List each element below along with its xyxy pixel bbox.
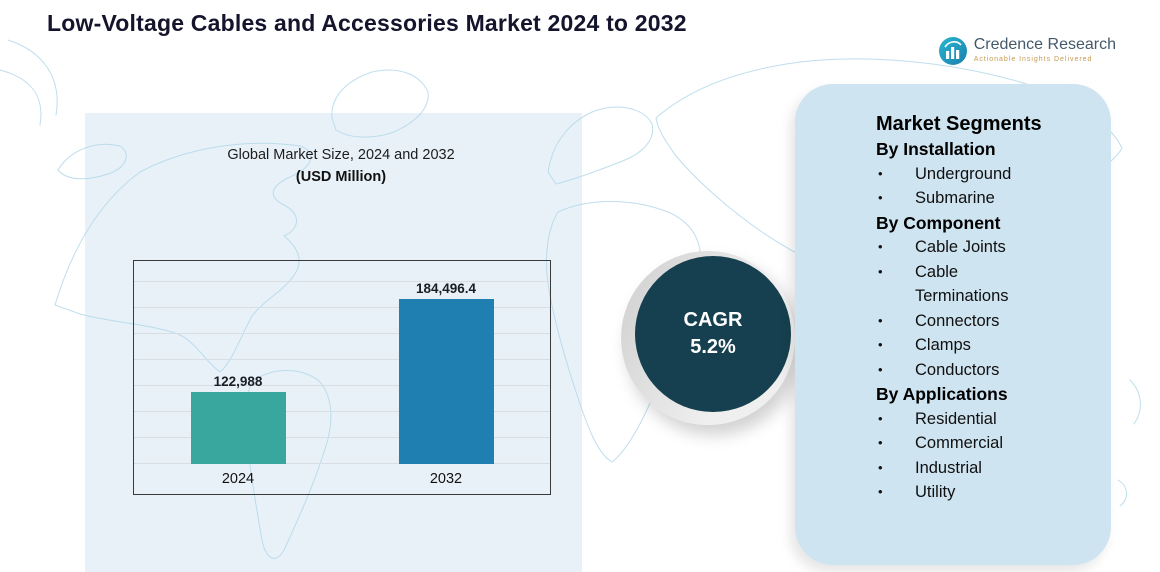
bullet-icon: •	[878, 312, 883, 328]
bullet-icon: •	[878, 410, 883, 426]
segment-item: • Clamps	[876, 333, 1083, 358]
bullet-icon: •	[878, 435, 883, 450]
segment-item-label: Industrial	[915, 458, 982, 477]
bar-2032	[398, 299, 494, 464]
bullet-icon: •	[878, 459, 883, 475]
bar-2024	[190, 391, 286, 464]
segment-item-label: Submarine	[915, 189, 995, 207]
bar-chart: 122,988 184,496.4 2024 2032	[133, 260, 551, 495]
segment-item-label: Utility	[915, 483, 956, 501]
bar-group: 122,988	[190, 373, 286, 464]
credence-logo-icon	[938, 37, 967, 65]
cagr-value: 5.2%	[690, 336, 736, 358]
cagr-circle: CAGR 5.2%	[635, 256, 791, 412]
segment-group-heading: By Installation	[876, 139, 996, 159]
chart-title: Global Market Size, 2024 and 2032	[227, 147, 455, 163]
segment-item: • Connectors	[876, 309, 1083, 334]
segment-item: • Cable Joints	[876, 235, 1083, 260]
chart-x-axis: 2024 2032	[134, 464, 550, 494]
segment-item-label: Cable Joints	[915, 238, 1006, 256]
segment-item-label: Clamps	[915, 336, 971, 354]
x-axis-label: 2032	[429, 471, 463, 487]
segment-item-label: Cable Terminations	[915, 262, 1009, 306]
logo-text: Credence Research Actionable Insights De…	[974, 36, 1116, 63]
credence-logo: Credence Research Actionable Insights De…	[938, 36, 1116, 66]
segment-item: • Industrial	[876, 456, 1083, 481]
segments-title: Market Segments	[876, 113, 1042, 135]
segment-groups: By Installation • Underground • Submarine By …	[876, 137, 1083, 505]
logo-name: Credence Research	[973, 36, 1116, 53]
bullet-icon: •	[878, 337, 883, 352]
bar-group: 184,496.4	[398, 281, 494, 464]
segment-item-label: Underground	[915, 164, 1012, 183]
segment-item-label: Conductors	[915, 360, 1000, 379]
segment-item: • Underground	[876, 162, 1083, 187]
segment-group-heading: By Component	[876, 212, 1001, 233]
segment-item-label: Residential	[915, 409, 997, 428]
segment-item: • Utility	[876, 480, 1083, 505]
bullet-icon: •	[878, 190, 883, 205]
x-axis-label: 2024	[221, 471, 255, 487]
bullet-icon: •	[878, 263, 883, 279]
segment-item: • Conductors	[876, 358, 1083, 383]
segment-item: • Residential	[876, 407, 1083, 432]
segment-item: • Commercial	[876, 431, 1083, 456]
bar-value-label: 184,496.4	[415, 281, 477, 297]
bullet-icon: •	[878, 484, 883, 499]
segment-group-heading: By Applications	[876, 384, 1008, 404]
bullet-icon: •	[878, 361, 883, 377]
cagr-label: CAGR	[683, 309, 743, 331]
segment-item-label: Commercial	[915, 434, 1004, 452]
segments-panel: Market Segments By Installation • Undergro…	[795, 84, 1111, 565]
chart-subtitle: (USD Million)	[295, 169, 387, 185]
segment-item-label: Connectors	[915, 311, 1000, 330]
bullet-icon: •	[878, 239, 883, 254]
bullet-icon: •	[878, 165, 883, 181]
cagr-badge: CAGR 5.2%	[621, 251, 795, 425]
segment-item: • Cable Terminations	[876, 260, 1083, 309]
bar-value-label: 122,988	[213, 373, 263, 389]
logo-tagline: Actionable Insights Delivered	[973, 56, 1093, 63]
chart-plot: 122,988 184,496.4	[134, 261, 550, 464]
page-title: Low-Voltage Cables and Accessories Marke…	[47, 10, 687, 36]
segment-item: • Submarine	[876, 186, 1083, 211]
